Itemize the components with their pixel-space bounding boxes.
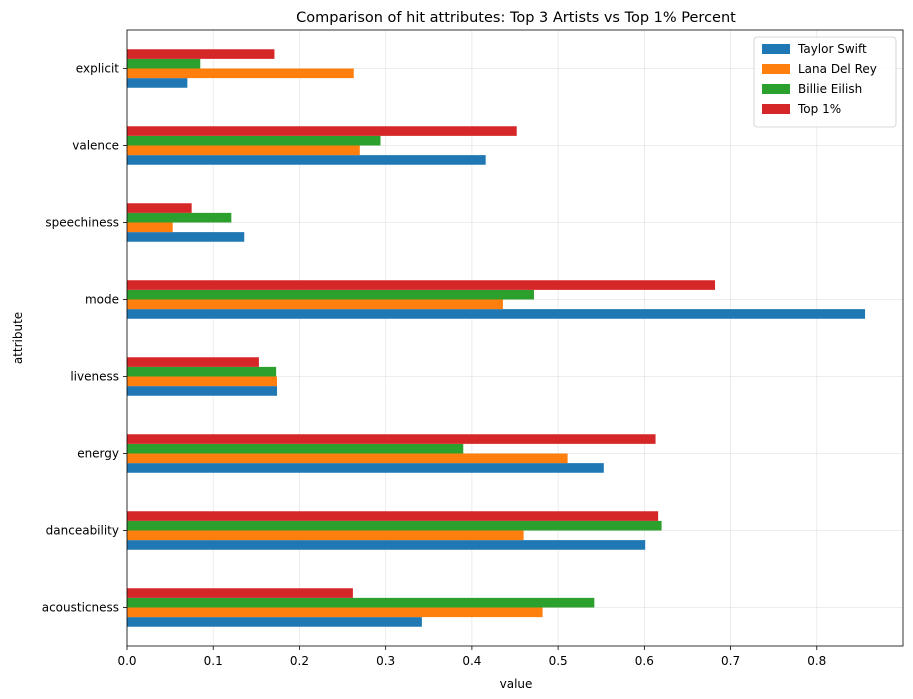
y-tick-label: valence	[72, 139, 119, 153]
bars	[127, 49, 866, 627]
legend: Taylor Swift Lana Del Rey Billie Eilish Top…	[753, 36, 897, 128]
bar-taylor-swift-mode	[127, 309, 866, 319]
x-tick-label: 0.2	[290, 654, 309, 668]
legend-label: Lana Del Rey	[798, 62, 877, 76]
x-tick-label: 0.7	[721, 654, 740, 668]
y-tick-label: danceability	[46, 524, 119, 538]
y-tick-label: mode	[85, 293, 119, 307]
legend-swatch	[762, 64, 790, 74]
legend-label: Taylor Swift	[797, 42, 867, 56]
x-tick-label: 0.6	[635, 654, 654, 668]
bar-taylor-swift-acousticness	[127, 617, 422, 627]
bar-taylor-swift-speechiness	[127, 232, 245, 242]
bar-taylor-swift-explicit	[127, 78, 188, 88]
bar-top-1-liveness	[127, 357, 259, 367]
bar-lana-del-rey-energy	[127, 453, 568, 464]
bar-billie-eilish-mode	[127, 289, 534, 300]
y-tick-label: liveness	[70, 370, 119, 384]
y-tick-label: speechiness	[45, 216, 119, 230]
legend-swatch	[762, 104, 790, 114]
bar-top-1-acousticness	[127, 588, 353, 598]
bar-lana-del-rey-acousticness	[127, 607, 543, 618]
bar-top-1-valence	[127, 126, 517, 136]
bar-billie-eilish-liveness	[127, 366, 277, 377]
x-tick-label: 0.1	[204, 654, 223, 668]
legend-swatch	[762, 84, 790, 94]
bar-billie-eilish-danceability	[127, 520, 662, 531]
x-tick-label: 0.4	[462, 654, 481, 668]
bar-lana-del-rey-liveness	[127, 376, 278, 387]
bar-lana-del-rey-danceability	[127, 530, 524, 541]
bar-lana-del-rey-mode	[127, 299, 503, 310]
bar-billie-eilish-energy	[127, 443, 464, 454]
bar-billie-eilish-acousticness	[127, 597, 595, 608]
legend-label: Top 1%	[797, 102, 841, 116]
bar-taylor-swift-valence	[127, 155, 486, 165]
x-tick-label: 0.5	[549, 654, 568, 668]
x-axis-label: value	[500, 677, 533, 691]
bar-top-1-mode	[127, 280, 716, 290]
x-axis-ticks: 0.0 0.1 0.2 0.3 0.4 0.5 0.6 0.7 0.8	[117, 646, 826, 668]
y-tick-label: energy	[77, 447, 119, 461]
x-tick-label: 0.3	[376, 654, 395, 668]
bar-taylor-swift-liveness	[127, 386, 278, 396]
legend-label: Billie Eilish	[798, 82, 862, 96]
bar-top-1-danceability	[127, 511, 659, 521]
plot-frame	[126, 29, 904, 647]
x-tick-label: 0.0	[117, 654, 136, 668]
x-tick-label: 0.8	[807, 654, 826, 668]
bar-lana-del-rey-speechiness	[127, 222, 173, 233]
y-tick-label: explicit	[76, 62, 119, 76]
bar-billie-eilish-speechiness	[127, 212, 232, 223]
bar-lana-del-rey-valence	[127, 145, 360, 156]
chart-title: Comparison of hit attributes: Top 3 Arti…	[296, 10, 736, 26]
bar-taylor-swift-danceability	[127, 540, 646, 550]
bar-top-1-energy	[127, 434, 656, 444]
y-tick-label: acousticness	[42, 601, 119, 615]
bar-top-1-speechiness	[127, 203, 192, 213]
y-axis-ticks: acousticness danceability energy liveness mo…	[42, 62, 127, 615]
y-axis-label: attribute	[11, 312, 25, 364]
legend-swatch	[762, 44, 790, 54]
bar-lana-del-rey-explicit	[127, 68, 354, 79]
bar-top-1-explicit	[127, 49, 275, 59]
bar-billie-eilish-explicit	[127, 58, 201, 69]
bar-billie-eilish-valence	[127, 135, 381, 146]
bar-taylor-swift-energy	[127, 463, 604, 473]
